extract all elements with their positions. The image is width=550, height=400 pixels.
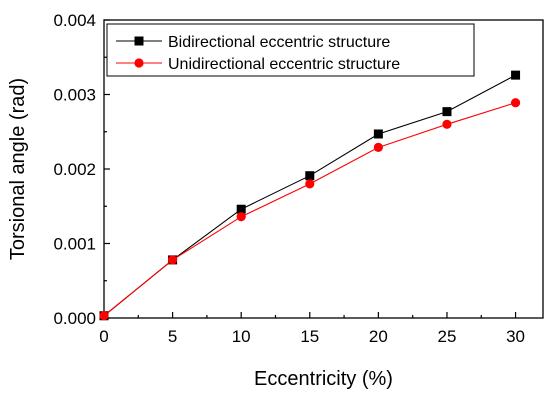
- x-tick-label: 15: [300, 327, 319, 346]
- series-line-1: [103, 74, 516, 317]
- data-point: [373, 142, 383, 152]
- plot-frame: 0 5 10 15 20 25 30 0.000 0.001 0.002 0.003 0.004: [53, 11, 544, 346]
- y-axis-title: Torsional angle (rad): [7, 78, 29, 260]
- y-tick-label: 0.001: [53, 235, 96, 254]
- data-point: [167, 255, 178, 265]
- data-point: [373, 129, 383, 139]
- series-2: [99, 98, 521, 321]
- legend-box: [106, 23, 475, 77]
- data-point: [236, 212, 246, 222]
- data-point: [511, 70, 521, 80]
- data-point: [442, 107, 452, 117]
- x-tick-label: 0: [99, 327, 108, 346]
- data-point: [305, 171, 315, 181]
- data-point: [99, 311, 109, 321]
- x-axis-title: Eccentricity (%): [254, 368, 393, 390]
- legend-marker-2: [134, 58, 144, 68]
- legend: Bidirectional eccentric structure Unidire…: [106, 23, 475, 77]
- x-tick-label: 30: [506, 327, 525, 346]
- x-tick-label: 20: [369, 327, 388, 346]
- data-point: [442, 119, 452, 129]
- series-1: [99, 70, 521, 321]
- data-point: [510, 98, 521, 108]
- series-layer: [99, 70, 521, 321]
- x-tick-label: 10: [232, 327, 251, 346]
- legend-marker-1: [134, 36, 144, 46]
- y-tick-label: 0.003: [53, 86, 96, 105]
- y-tick-label: 0.002: [53, 160, 96, 179]
- x-tick-label: 25: [438, 327, 457, 346]
- data-point: [236, 204, 246, 214]
- y-tick-label: 0.004: [53, 11, 96, 30]
- data-point: [305, 179, 315, 189]
- series-line-2: [103, 102, 516, 317]
- x-tick-label: 5: [168, 327, 177, 346]
- y-tick-label: 0.000: [53, 309, 96, 328]
- legend-label-2: Unidirectional eccentric structure: [168, 56, 400, 73]
- legend-label-1: Bidirectional eccentric structure: [168, 34, 390, 51]
